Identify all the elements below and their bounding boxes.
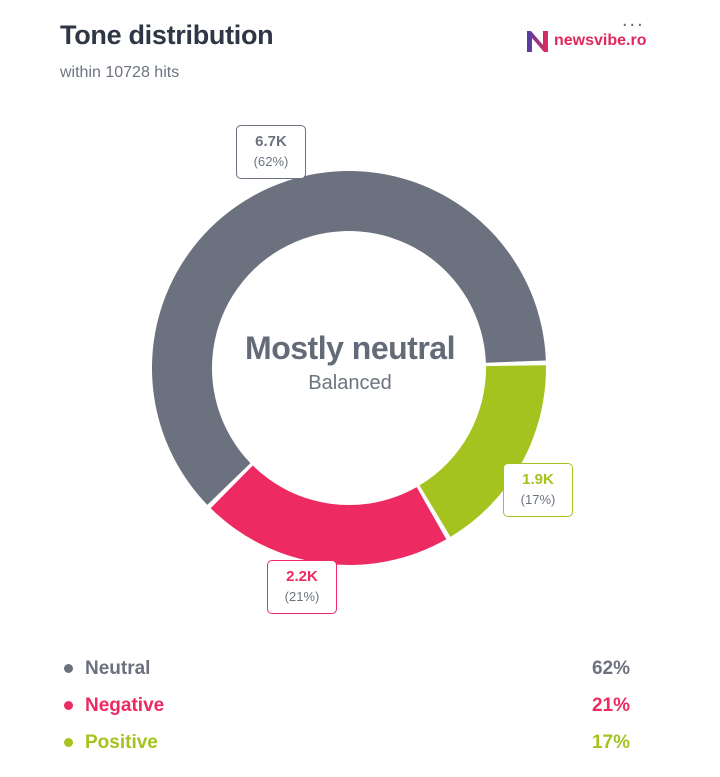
legend-percent: 17% [591, 731, 630, 753]
chart-subtitle: within 10728 hits [60, 64, 180, 81]
callout-neutral-value: 6.7K [255, 133, 287, 150]
legend-item-neutral[interactable]: Neutral 62% [60, 650, 630, 687]
legend-dot-icon [64, 664, 73, 673]
center-subtitle: Balanced [308, 372, 392, 394]
chart-title: Tone distribution [60, 20, 274, 50]
donut-slice-negative[interactable] [210, 465, 447, 565]
legend-percent: 62% [591, 657, 630, 679]
callout-neutral-percent: (62%) [253, 154, 289, 169]
callout-negative-value: 2.2K [286, 568, 318, 585]
legend-dot-icon [64, 738, 73, 747]
donut-slice-neutral[interactable] [152, 171, 546, 505]
more-options-icon[interactable]: ... [622, 9, 645, 31]
callout-neutral: 6.7K (62%) [236, 125, 306, 179]
legend-percent: 21% [591, 694, 630, 716]
brand-logo[interactable]: newsvibe.ro [524, 28, 646, 54]
legend-label: Positive [85, 731, 158, 753]
legend: Neutral 62% Negative 21% Positive 17% [60, 650, 630, 761]
brand-name: newsvibe.ro [554, 32, 647, 49]
callout-positive: 1.9K (17%) [503, 463, 573, 517]
donut-chart [152, 171, 546, 565]
callout-positive-percent: (17%) [520, 492, 556, 507]
callout-positive-value: 1.9K [522, 471, 554, 488]
legend-label: Neutral [85, 657, 151, 679]
legend-item-negative[interactable]: Negative 21% [60, 687, 630, 724]
legend-item-positive[interactable]: Positive 17% [60, 724, 630, 761]
legend-label: Negative [85, 694, 165, 716]
newsvibe-logo-icon [527, 31, 548, 52]
legend-dot-icon [64, 701, 73, 710]
center-title: Mostly neutral [245, 330, 455, 366]
donut-slice-positive[interactable] [419, 365, 546, 537]
callout-negative: 2.2K (21%) [267, 560, 337, 614]
callout-negative-percent: (21%) [284, 589, 320, 604]
